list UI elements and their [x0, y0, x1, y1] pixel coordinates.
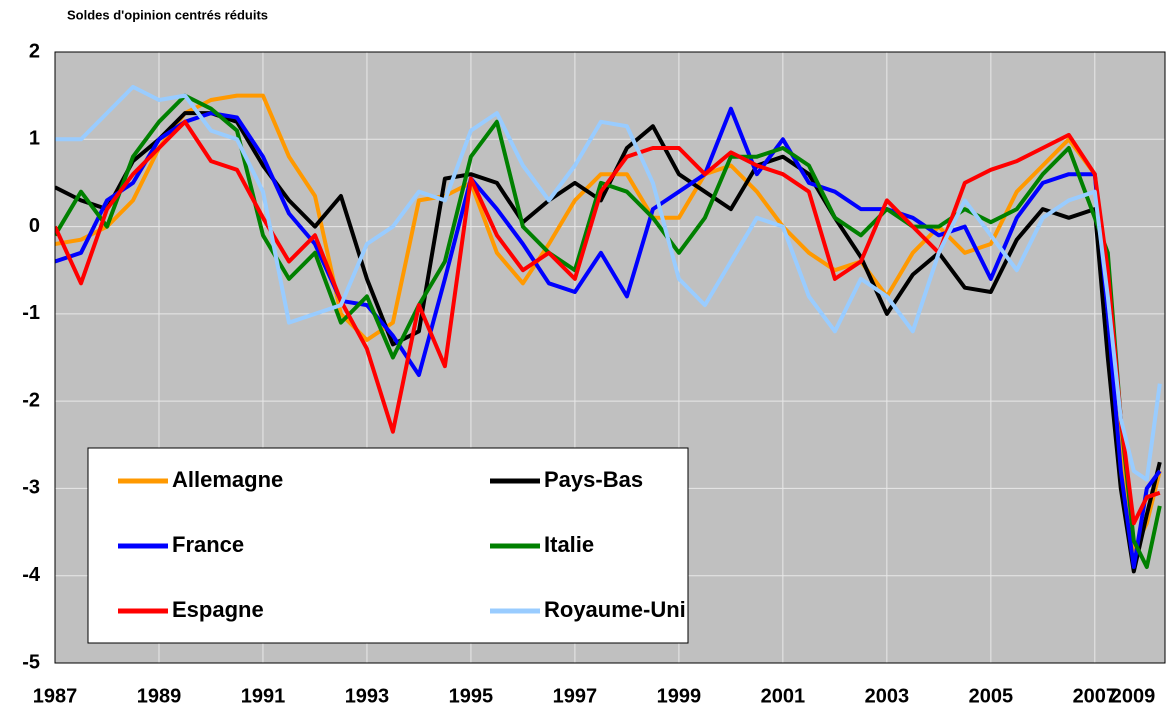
series-line [55, 84, 1162, 482]
legend-label: Italie [544, 532, 594, 557]
series-line [55, 111, 1162, 574]
y-tick-label: 0 [29, 215, 40, 237]
y-tick-label: -4 [22, 564, 41, 586]
y-tick-label: -2 [22, 389, 40, 411]
legend-label: Pays-Bas [544, 467, 643, 492]
series-line [55, 93, 1162, 552]
chart-title: Soldes d'opinion centrés réduits [67, 7, 268, 22]
legend: Allemagne Pays-Bas France Italie Espagne Roya… [87, 447, 689, 644]
legend-label: Royaume-Uni [544, 597, 686, 622]
y-tick-label: 1 [29, 128, 40, 150]
series-line [55, 93, 1162, 569]
legend-box [87, 447, 689, 644]
x-tick-label: 2003 [865, 685, 910, 707]
legend-label: Allemagne [172, 467, 283, 492]
x-tick-label: 1987 [33, 685, 78, 707]
legend-label: France [172, 532, 244, 557]
legend-label: Espagne [172, 597, 264, 622]
y-tick-label: -1 [22, 302, 40, 324]
x-tick-label: 2001 [761, 685, 806, 707]
x-tick-label: 2009 [1111, 685, 1156, 707]
x-tick-label: 2005 [969, 685, 1014, 707]
plot-border [54, 51, 1166, 664]
x-tick-label: 1995 [449, 685, 494, 707]
axes: -5 -4 -3 -2 -1 0 1 2 1987 1989 1991 1993 1995 1997 199… [22, 40, 1155, 707]
x-tick-label: 2007 [1073, 685, 1118, 707]
x-tick-label: 1989 [137, 685, 182, 707]
x-tick-label: 1999 [657, 685, 702, 707]
y-tick-label: -3 [22, 477, 40, 499]
lines [55, 84, 1162, 574]
y-tick-label: -5 [22, 651, 40, 673]
x-tick-label: 1993 [345, 685, 390, 707]
x-tick-label: 1991 [241, 685, 286, 707]
series-line [55, 106, 1162, 569]
x-tick-label: 1997 [553, 685, 598, 707]
y-tick-label: 2 [29, 40, 40, 62]
